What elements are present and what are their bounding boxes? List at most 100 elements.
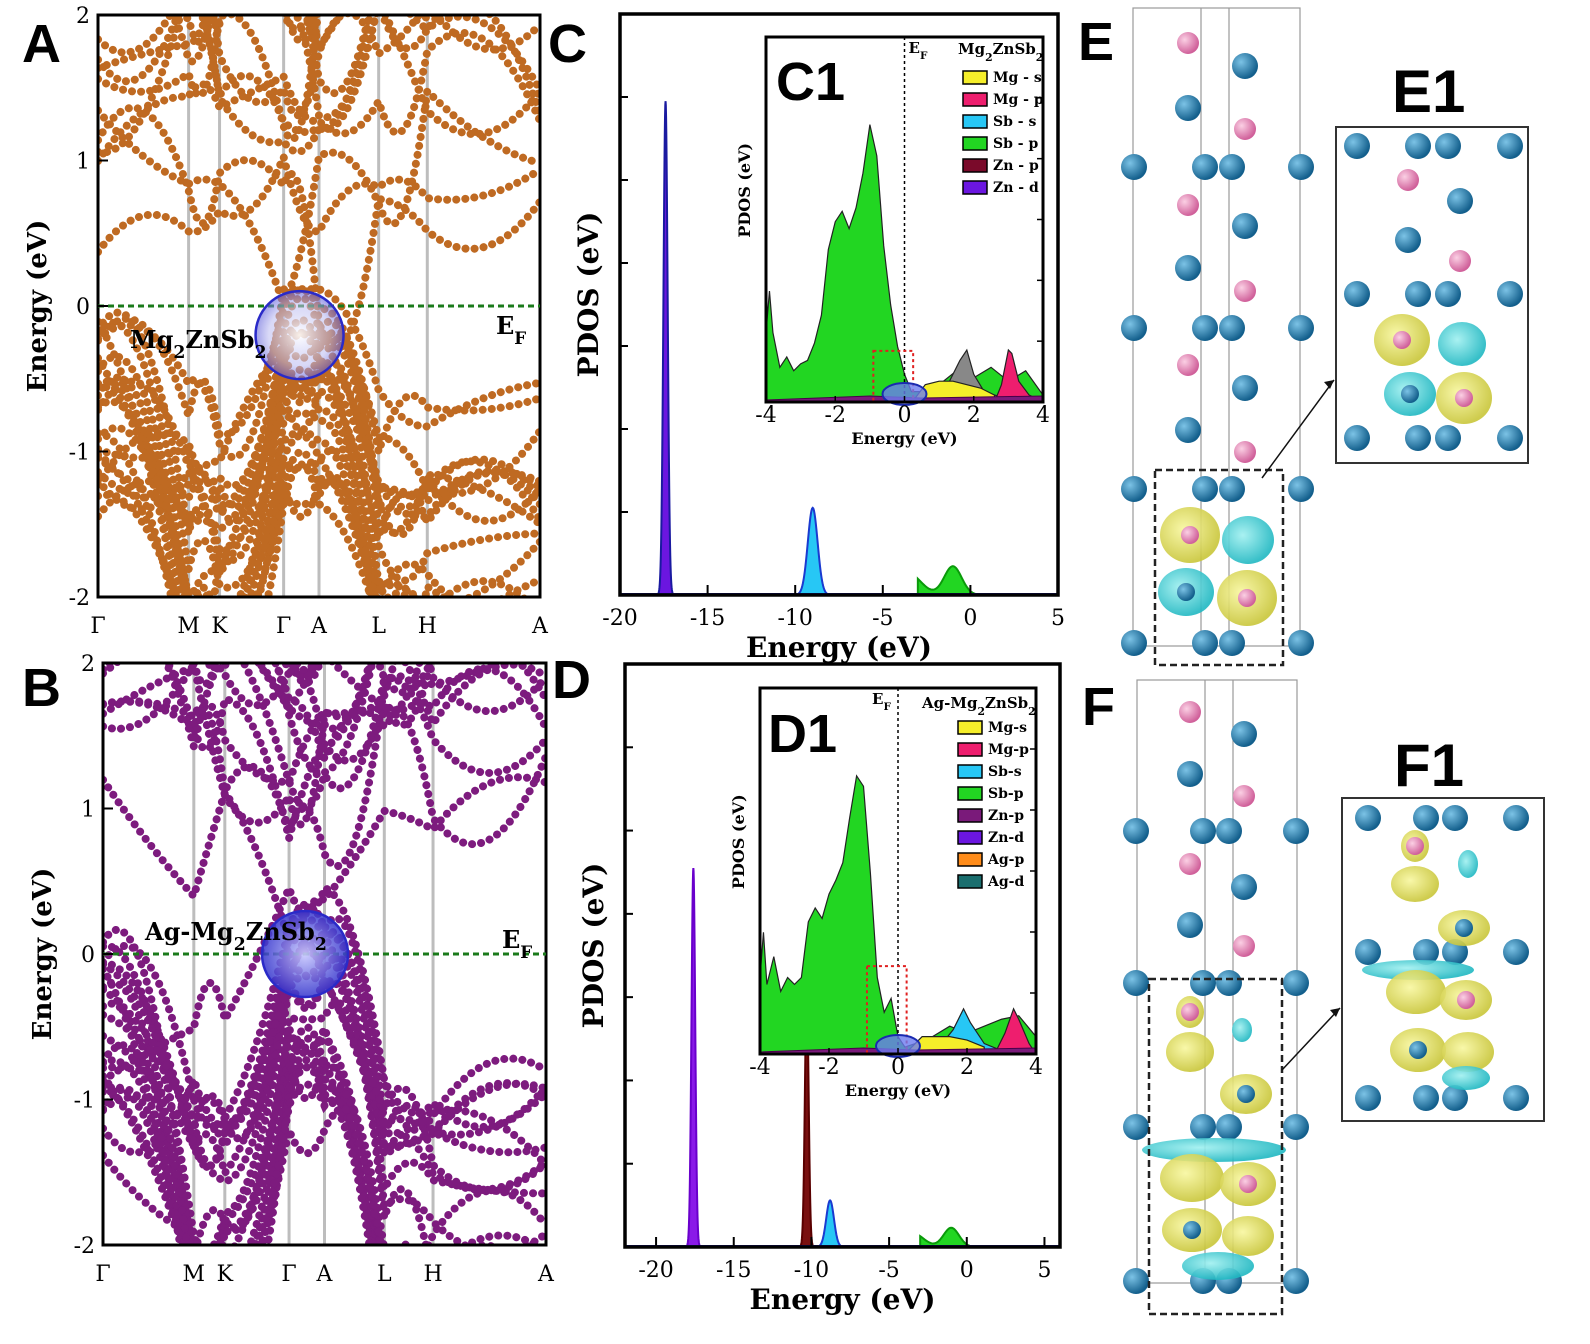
sb-atom <box>1177 912 1203 938</box>
y-tick-label: 1 <box>76 150 90 175</box>
mg-atom <box>1397 169 1419 191</box>
sb-atom <box>1503 1085 1529 1111</box>
sb-atom <box>1216 1114 1242 1140</box>
sb-atom <box>1413 805 1439 831</box>
x-tick-label: -2 <box>818 1055 839 1080</box>
panel-label-a: A <box>22 14 61 74</box>
conduction-band <box>98 0 540 2</box>
charge-depletion-isosurface <box>1142 1138 1286 1162</box>
legend-swatch <box>962 70 988 85</box>
legend-entry: Mg - s <box>993 70 1042 86</box>
highlight-box <box>865 965 908 1055</box>
sb-atom <box>1177 761 1203 787</box>
y-axis-label: PDOS (eV) <box>572 212 605 378</box>
k-point-label: A <box>310 614 328 639</box>
mg-atom <box>1457 991 1475 1009</box>
x-tick-label: -4 <box>755 403 776 428</box>
selection-box <box>1153 468 1285 667</box>
sb-atom <box>1405 281 1431 307</box>
pdos-peak <box>919 1226 984 1248</box>
legend-swatch <box>957 874 983 889</box>
x-tick-label: 0 <box>963 606 977 631</box>
sb-atom <box>1219 630 1245 656</box>
x-tick-label: 0 <box>960 1258 974 1283</box>
crystal-structure-f <box>1123 679 1545 1316</box>
sb-atom <box>1121 630 1147 656</box>
mg-atom <box>1406 837 1424 855</box>
compound-label: Ag-Mg2ZnSb2 <box>144 917 327 955</box>
conduction-band <box>253 663 321 715</box>
sb-atom <box>1190 1114 1216 1140</box>
panel-label-c: C <box>548 14 587 74</box>
sb-atom <box>1288 630 1314 656</box>
k-point-label: L <box>377 1262 392 1287</box>
sb-atom <box>1401 385 1419 403</box>
pdos-peak <box>684 867 704 1248</box>
sb-atom <box>1121 154 1147 180</box>
sb-atom <box>1175 417 1201 443</box>
conduction-band <box>98 15 540 156</box>
legend-entry: Zn-p <box>988 808 1024 824</box>
x-axis-label: Energy (eV) <box>851 429 957 448</box>
sb-atom <box>1442 805 1468 831</box>
sb-atom <box>1288 476 1314 502</box>
charge-depletion-isosurface <box>1442 1066 1490 1090</box>
conduction-band <box>103 695 546 849</box>
conduction-band <box>103 663 546 829</box>
sb-atom <box>1232 53 1258 79</box>
fermi-label: EF <box>496 311 526 348</box>
sb-atom <box>1503 805 1529 831</box>
mg-atom <box>1234 118 1256 140</box>
k-point-label: Γ <box>281 1262 296 1287</box>
conduction-band <box>98 104 540 352</box>
sb-atom <box>1190 818 1216 844</box>
x-tick-label: -10 <box>794 1258 829 1283</box>
k-point-label: L <box>371 614 386 639</box>
x-axis-label: Energy (eV) <box>746 631 932 664</box>
x-tick-label: 4 <box>1029 1055 1043 1080</box>
x-tick-label: -15 <box>690 606 725 631</box>
sb-atom <box>1216 818 1242 844</box>
sb-atom <box>1123 1268 1149 1294</box>
valence-band <box>98 450 376 597</box>
y-tick-label: -1 <box>69 441 90 466</box>
sb-atom <box>1192 315 1218 341</box>
sb-atom <box>1123 1114 1149 1140</box>
valence-band <box>98 285 540 462</box>
fermi-highlight-ellipse <box>881 382 928 406</box>
y-tick-label: 2 <box>76 4 90 29</box>
sb-atom <box>1283 970 1309 996</box>
sb-atom <box>1121 315 1147 341</box>
sb-atom <box>1409 1041 1427 1059</box>
sb-atom <box>1497 425 1523 451</box>
conduction-band <box>98 15 437 144</box>
valence-band <box>103 1029 384 1245</box>
mg-atom <box>1181 526 1199 544</box>
panel-label-e: E <box>1078 12 1114 72</box>
conduction-band <box>272 663 546 777</box>
x-tick-label: -4 <box>749 1055 770 1080</box>
panel-label-f1: F1 <box>1394 732 1464 799</box>
sb-atom <box>1219 476 1245 502</box>
y-axis-label: Energy (eV) <box>28 868 58 1041</box>
sb-atom <box>1288 154 1314 180</box>
conduction-band <box>98 15 540 157</box>
sb-atom <box>1355 1085 1381 1111</box>
pdos-peak <box>656 101 677 596</box>
mg-atom <box>1179 853 1201 875</box>
sb-atom <box>1123 970 1149 996</box>
legend-entry: Sb-p <box>988 786 1024 802</box>
fermi-label: EF <box>872 690 891 713</box>
valence-band <box>98 377 380 597</box>
pdos-inset-d1: EF -4 -2 0 2 4 Energy (eV) PDOS (eV) D1 Ag-Mg2ZnS… <box>729 686 1043 1100</box>
sb-atom <box>1288 315 1314 341</box>
k-point-label: A <box>537 1262 555 1287</box>
sb-atom <box>1405 425 1431 451</box>
sb-atom <box>1231 721 1257 747</box>
panel-label-d1: D1 <box>768 704 837 764</box>
k-point-label: A <box>316 1262 334 1287</box>
charge-depletion-isosurface <box>1182 1252 1254 1280</box>
legend-swatch <box>957 764 983 779</box>
